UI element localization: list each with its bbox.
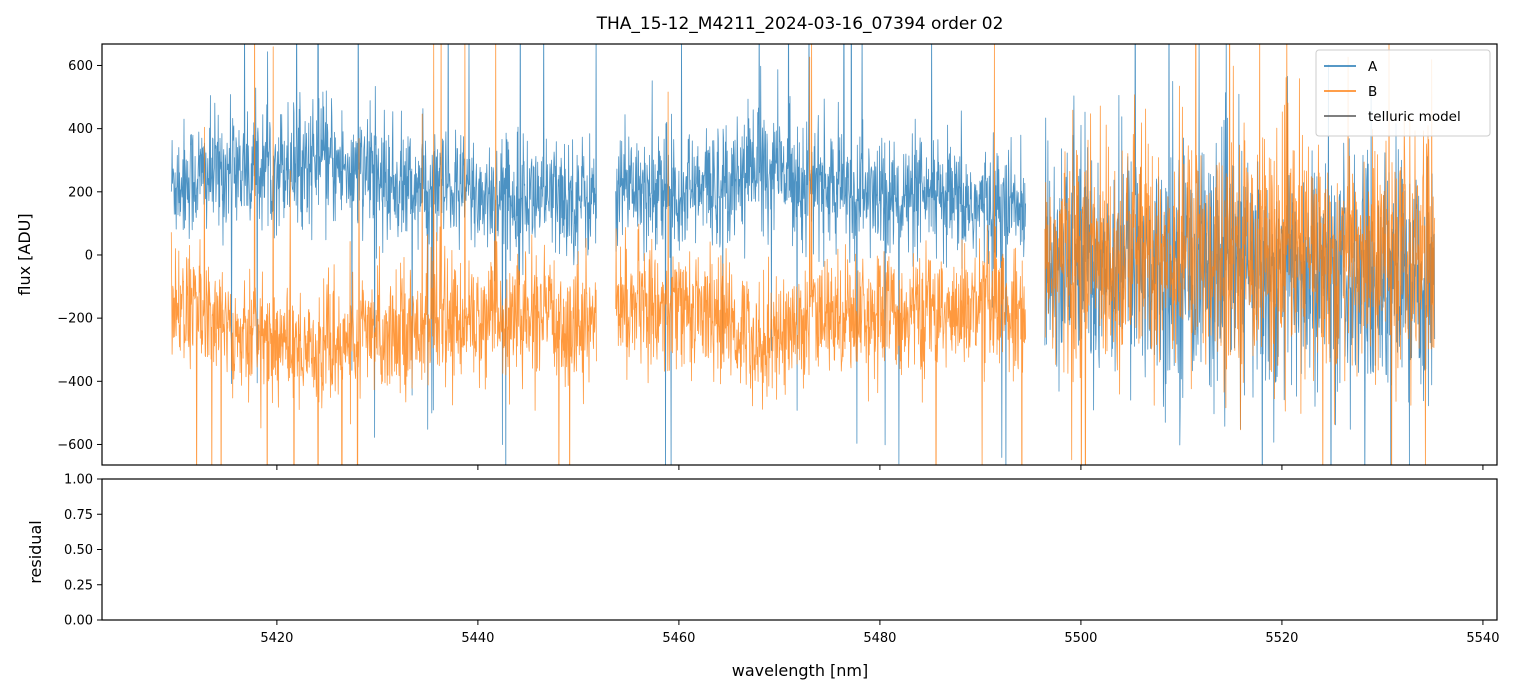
flux-y-tick-label: 400 — [68, 122, 93, 137]
legend-label: A — [1368, 59, 1378, 75]
flux-panel: −600 −400 −200 0 200 400 600 flux [ADU] ABtell… — [15, 43, 1498, 470]
wavelength-x-tick-label: 5540 — [1466, 631, 1499, 646]
legend-label: B — [1368, 84, 1377, 100]
residual-panel: 0.00 0.25 0.50 0.75 1.00 5420 5440 5460 5480 550… — [26, 473, 1499, 681]
wavelength-x-tick-label: 5440 — [461, 631, 494, 646]
legend-box — [1315, 49, 1491, 137]
series-a-line — [170, 44, 1436, 465]
residual-panel-frame — [101, 478, 1498, 621]
flux-axis-label: flux [ADU] — [15, 213, 34, 295]
flux-y-tick-label: 200 — [68, 185, 93, 200]
chart-title: THA_15-12_M4211_2024-03-16_07394 order 0… — [596, 14, 1004, 34]
wavelength-x-tick-label: 5520 — [1265, 631, 1298, 646]
residual-y-tick-label: 0.00 — [64, 614, 93, 629]
residual-y-tick-label: 0.25 — [64, 578, 93, 593]
wavelength-x-tick-label: 5480 — [863, 631, 896, 646]
flux-y-tick-label: −200 — [57, 312, 93, 327]
wavelength-x-tick-label: 5420 — [260, 631, 293, 646]
flux-y-tick-label: 600 — [68, 59, 93, 74]
wavelength-x-tick-label: 5500 — [1064, 631, 1097, 646]
wavelength-axis-label: wavelength [nm] — [732, 661, 869, 680]
residual-axis-label: residual — [26, 520, 45, 583]
residual-y-tick-label: 0.50 — [64, 543, 93, 558]
flux-y-tick-label: 0 — [85, 248, 93, 263]
series-b-line — [170, 44, 1436, 465]
legend-label: telluric model — [1368, 109, 1461, 125]
residual-y-tick-label: 1.00 — [64, 473, 93, 488]
wavelength-x-tick-label: 5460 — [662, 631, 695, 646]
flux-y-tick-label: −400 — [57, 375, 93, 390]
flux-y-tick-label: −600 — [57, 438, 93, 453]
residual-y-tick-label: 0.75 — [64, 508, 93, 523]
